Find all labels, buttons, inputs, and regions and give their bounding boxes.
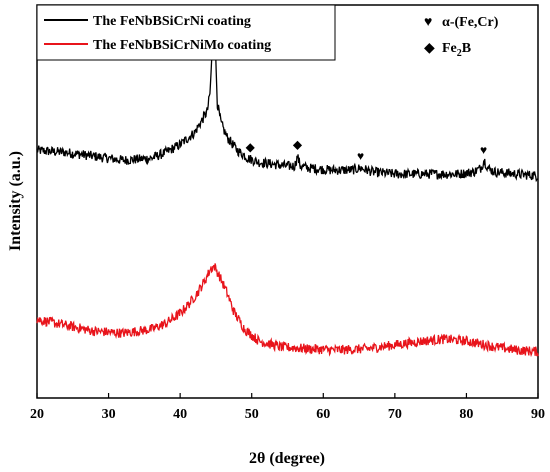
peak-marker: ♥ [357,149,364,163]
marker-legend-label: Fe2B [442,41,471,59]
legend-label: The FeNbBSiCrNiMo coating [93,38,271,53]
legend-box [36,4,336,61]
legend: The FeNbBSiCrNi coating The FeNbBSiCrNiMo… [36,4,336,61]
x-tick-label: 90 [531,407,545,422]
legend-label: The FeNbBSiCrNi coating [93,14,251,29]
x-tick-label: 20 [30,407,44,422]
x-tick-label: 50 [245,407,259,422]
x-tick-label: 80 [459,407,473,422]
series-line-1 [36,23,539,183]
series-line-2 [36,263,539,358]
x-tick-label: 70 [388,407,402,422]
peak-marker: ◆ [293,137,303,151]
peak-marker: ◆ [246,140,256,154]
marker-legend-label: α-(Fe,Cr) [442,15,499,30]
x-tick-label: 40 [173,407,187,422]
peak-marker: ♥ [480,143,487,157]
series-layer [36,23,539,358]
x-axis-label: 2θ (degree) [249,450,325,467]
marker-legend-symbol: ♥ [424,15,432,30]
marker-legend: ♥ α-(Fe,Cr) ◆ Fe2B [424,15,499,59]
x-axis: 20 30 40 50 60 70 80 90 [30,393,545,422]
marker-legend-symbol: ◆ [424,41,435,56]
y-axis-label: Intensity (a.u.) [7,151,24,251]
x-tick-label: 60 [316,407,330,422]
x-tick-label: 30 [102,407,116,422]
